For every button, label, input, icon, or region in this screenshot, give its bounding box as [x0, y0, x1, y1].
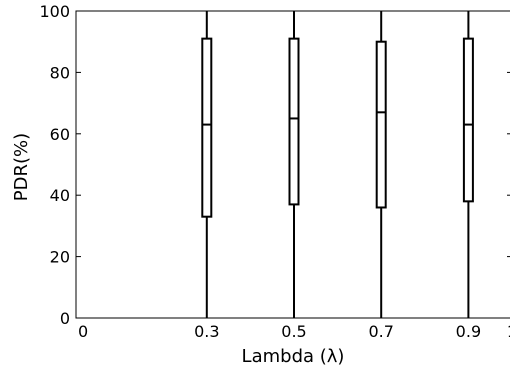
y-tick-label: 0 — [60, 309, 70, 328]
y-tick-label: 60 — [50, 125, 70, 144]
x-tick-label: 0.5 — [281, 322, 306, 341]
plot-frame — [75, 10, 510, 319]
x-tick-label: 1 — [507, 322, 510, 341]
ticks-layer: 0 20 40 60 80 100 0 0.3 0.5 0.7 0.9 1 — [39, 2, 510, 341]
x-tick-label: 0.9 — [456, 322, 481, 341]
x-tick-label: 0.7 — [368, 322, 393, 341]
y-tick-label: 100 — [39, 2, 70, 21]
x-tick-label: 0 — [78, 322, 88, 341]
box-iqr — [288, 37, 300, 206]
y-axis-label: PDR(%) — [11, 133, 32, 201]
box-iqr — [201, 37, 213, 218]
boxes-layer — [201, 11, 474, 318]
box-iqr — [462, 37, 474, 203]
x-tick-label: 0.3 — [194, 322, 219, 341]
y-tick-label: 80 — [50, 63, 70, 82]
box-iqr — [375, 40, 387, 209]
y-tick-label: 20 — [50, 248, 70, 267]
x-axis-label: Lambda (λ) — [242, 346, 345, 367]
y-tick-label: 40 — [50, 186, 70, 205]
